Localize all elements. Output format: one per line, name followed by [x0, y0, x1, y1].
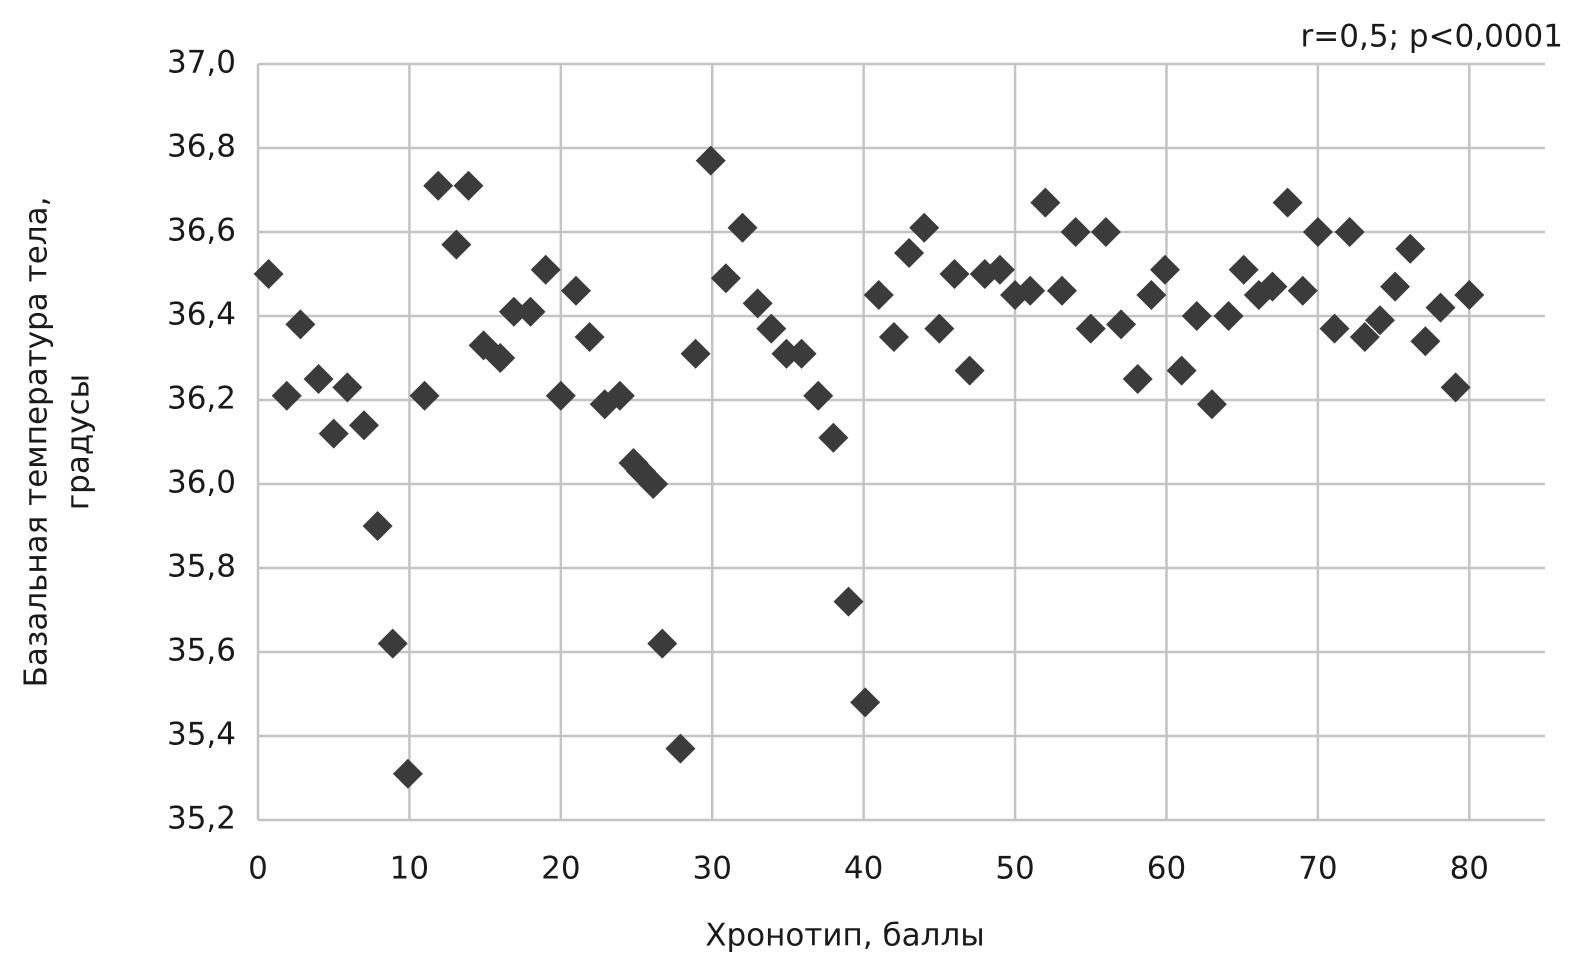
data-point: [727, 212, 758, 243]
data-point: [939, 259, 970, 289]
data-point: [409, 380, 440, 411]
data-point: [318, 418, 349, 449]
y-tick-label: 37,0: [167, 45, 236, 81]
data-point: [1213, 301, 1244, 331]
y-tick-label: 36,2: [167, 381, 236, 417]
data-point: [545, 380, 576, 411]
data-point: [560, 275, 591, 306]
data-point: [833, 586, 864, 617]
data-point: [574, 322, 605, 352]
data-point: [1410, 326, 1441, 357]
data-point: [909, 212, 940, 243]
data-point: [530, 254, 561, 285]
data-point: [954, 355, 985, 386]
data-point: [485, 343, 516, 373]
data-point: [647, 628, 678, 659]
data-point: [1425, 292, 1456, 323]
data-point: [1364, 305, 1395, 336]
data-point: [1228, 254, 1259, 285]
y-tick-label: 36,8: [167, 129, 236, 165]
data-point: [1136, 280, 1167, 310]
data-point: [1166, 355, 1197, 386]
x-tick-label: 30: [693, 851, 732, 887]
x-tick-label: 20: [541, 851, 580, 887]
data-point: [1349, 322, 1380, 352]
data-point: [984, 254, 1015, 285]
x-axis-title: Хронотип, баллы: [705, 918, 985, 954]
data-point: [285, 309, 316, 340]
x-tick-label: 40: [844, 851, 883, 887]
data-point: [638, 469, 669, 499]
data-point: [1030, 187, 1061, 218]
data-point: [377, 628, 408, 659]
y-axis-title-line: градусы: [61, 374, 97, 510]
data-point: [1046, 275, 1077, 306]
data-point: [1075, 313, 1106, 344]
data-point: [515, 296, 546, 327]
data-point: [271, 380, 302, 411]
y-tick-label: 35,8: [167, 549, 236, 585]
y-tick-label: 35,4: [167, 717, 236, 753]
data-point: [1380, 271, 1411, 302]
data-point: [863, 280, 894, 310]
data-point: [710, 263, 741, 294]
data-point: [1257, 271, 1288, 302]
data-point: [423, 170, 454, 201]
data-point: [1334, 217, 1365, 247]
x-tick-label: 10: [390, 851, 429, 887]
data-point: [453, 170, 484, 201]
data-point: [498, 296, 529, 327]
data-point: [695, 145, 726, 176]
data-point: [878, 322, 909, 352]
y-axis-title-line: Базальная температура тела,: [19, 197, 55, 688]
data-point: [771, 338, 802, 369]
y-axis-title: Базальная температура тела, градусы: [19, 197, 97, 688]
data-point: [604, 380, 635, 411]
data-point: [1015, 275, 1046, 306]
y-tick-label: 36,4: [167, 297, 236, 333]
data-point: [803, 380, 834, 411]
data-point: [1181, 301, 1212, 331]
annotation: r=0,5; p<0,0001: [1301, 19, 1563, 55]
data-point: [924, 313, 955, 344]
data-point: [850, 687, 881, 718]
data-point: [1454, 280, 1485, 310]
x-tick-label: 60: [1147, 851, 1186, 887]
data-point: [1060, 217, 1091, 247]
data-point: [1287, 275, 1318, 306]
data-point: [1302, 217, 1333, 247]
data-point: [392, 758, 423, 789]
y-tick-label: 36,0: [167, 465, 236, 501]
data-point: [894, 238, 925, 268]
y-tick-label: 35,2: [167, 801, 236, 837]
data-point: [441, 229, 472, 260]
data-point: [818, 422, 849, 453]
data-point: [1196, 389, 1227, 420]
data-point: [1319, 313, 1350, 344]
x-tick-label: 50: [995, 851, 1034, 887]
x-tick-label: 0: [248, 851, 268, 887]
data-point: [303, 364, 334, 394]
y-tick-label: 35,6: [167, 633, 236, 669]
data-point: [332, 372, 363, 403]
data-point: [665, 733, 696, 764]
data-point: [1440, 372, 1471, 403]
data-point: [1272, 187, 1303, 218]
data-point: [253, 259, 284, 289]
data-point: [1090, 217, 1121, 247]
data-point: [348, 410, 379, 441]
data-point: [786, 338, 817, 369]
data-point: [680, 338, 711, 369]
data-point: [1106, 309, 1137, 340]
data-point: [1149, 254, 1180, 285]
data-point: [1395, 233, 1426, 264]
y-tick-label: 36,6: [167, 213, 236, 249]
data-point: [742, 288, 773, 319]
data-point: [362, 511, 393, 541]
data-point: [756, 313, 787, 344]
x-tick-label: 70: [1298, 851, 1337, 887]
x-tick-label: 80: [1450, 851, 1489, 887]
data-point: [1122, 364, 1153, 394]
